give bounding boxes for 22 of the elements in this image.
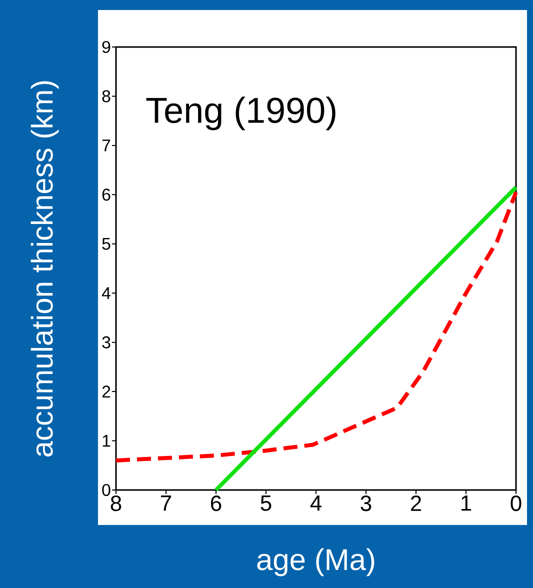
x-tick-label: 7 <box>161 496 172 511</box>
y-tick-label: 3 <box>102 336 110 348</box>
x-tick-label: 6 <box>210 496 222 512</box>
x-tick-label: 2 <box>410 496 422 511</box>
y-tick-label: 9 <box>102 40 110 54</box>
y-tick-label: 1 <box>102 434 110 447</box>
x-tick-label: 5 <box>260 496 272 511</box>
y-tick-label: 8 <box>102 90 110 102</box>
x-tick-label: 0 <box>510 496 522 512</box>
y-tick-label: 7 <box>102 140 110 152</box>
y-tick-label: 0 <box>102 484 110 496</box>
x-tick-label: 1 <box>462 496 472 511</box>
x-axis-title: age (Ma) <box>257 548 374 576</box>
y-tick-label: 6 <box>102 188 110 201</box>
line-series <box>114 190 518 462</box>
x-tick-label: 3 <box>360 496 372 512</box>
y-tick-label: 4 <box>102 287 110 299</box>
x-tick-label: 4 <box>310 496 322 511</box>
y-tick-label: 2 <box>102 386 110 398</box>
annotation: Teng (1990) <box>146 96 336 130</box>
y-axis-title: accumulation thickness (km) <box>30 81 59 456</box>
y-tick-label: 5 <box>102 238 110 250</box>
